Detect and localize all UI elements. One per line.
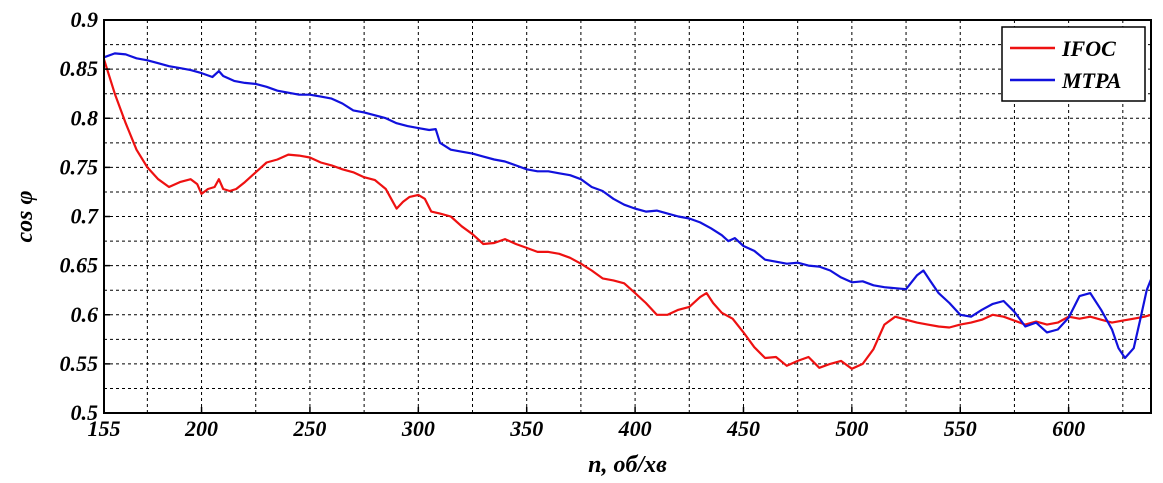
x-tick-label: 550 [944,416,977,441]
x-tick-label: 200 [184,416,218,441]
series-lines [102,52,1153,370]
series-line-mtpa [103,52,1153,360]
y-tick-label: 0.6 [71,302,99,327]
x-tick-label: 500 [835,416,868,441]
x-axis-tick-labels: 155 200 250 300 350 400 450 500 550 600 [88,407,1085,441]
y-tick-label: 0.85 [60,56,99,81]
x-tick-label: 350 [509,416,543,441]
x-tick-label: 600 [1052,416,1085,441]
x-tick-label: 155 [88,416,121,441]
legend-label-mtpa: MTPA [1061,68,1121,93]
x-tick-label: 400 [618,416,652,441]
y-tick-label: 0.8 [71,105,99,130]
legend-label-ifoc: IFOC [1061,36,1116,61]
y-tick-label: 0.5 [71,400,99,425]
legend: IFOC MTPA [1001,26,1146,102]
y-axis-tick-labels: 0.5 0.55 0.6 0.65 0.7 0.75 0.8 0.85 0.9 [60,7,110,425]
y-tick-label: 0.9 [71,7,99,32]
grid-lines [104,20,1151,413]
series-line-ifoc [102,58,1152,370]
y-tick-label: 0.55 [60,351,99,376]
y-tick-label: 0.7 [71,204,100,229]
x-tick-label: 450 [726,416,760,441]
legend-box [1001,26,1146,102]
x-tick-label: 300 [401,416,435,441]
y-tick-label: 0.75 [60,154,99,179]
y-axis-label: cos φ [12,190,38,242]
y-tick-label: 0.65 [60,253,99,278]
x-axis-label: n, об/хв [588,452,667,478]
x-tick-label: 250 [292,416,326,441]
